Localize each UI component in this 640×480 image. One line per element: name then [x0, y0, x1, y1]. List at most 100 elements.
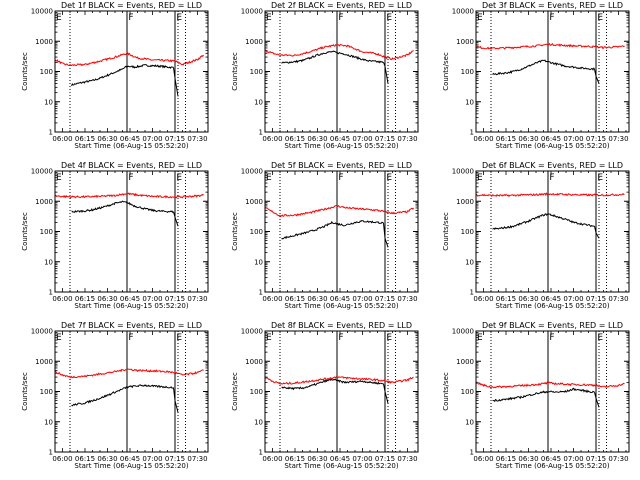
y-tick-label: 100	[40, 68, 53, 76]
x-axis-label: Start Time (06-Aug-15 05:52:20)	[74, 462, 188, 470]
y-axis-label: Counts/sec	[442, 372, 450, 411]
x-tick-label: 07:15	[165, 455, 185, 463]
events-series-dropoff	[173, 211, 179, 227]
plot-frame	[475, 10, 630, 133]
panel-det-7: Det 7f BLACK = Events, RED = LLD Counts/s…	[21, 321, 209, 470]
x-axis-label: Start Time (06-Aug-15 05:52:20)	[284, 142, 398, 150]
flag-letter: E	[176, 173, 182, 183]
events-series-line	[71, 64, 174, 87]
x-tick-label: 06:15	[75, 295, 95, 303]
y-tick-label: 100	[40, 388, 53, 396]
x-axis-label: Start Time (06-Aug-15 05:52:20)	[74, 142, 188, 150]
y-tick-label: 10	[44, 258, 53, 266]
flag-letter: E	[386, 333, 392, 343]
x-tick-label: 06:45	[330, 135, 350, 143]
flag-letter: E	[477, 333, 483, 343]
x-tick-label: 07:15	[586, 295, 606, 303]
panel-title: Det 8f BLACK = Events, RED = LLD	[271, 321, 412, 330]
x-tick-label: 07:30	[608, 295, 628, 303]
x-tick-label: 07:30	[187, 455, 207, 463]
events-series-line	[281, 219, 384, 240]
events-series-dropoff	[383, 223, 389, 248]
events-series-line	[492, 59, 595, 76]
events-series-dropoff	[594, 392, 600, 408]
y-tick-label: 1000	[245, 38, 263, 46]
lld-series-line	[54, 192, 204, 199]
y-tick-label: 10	[254, 418, 263, 426]
flag-letter: E	[477, 173, 483, 183]
x-tick-label: 06:30	[518, 135, 538, 143]
panel-det-1: Det 1f BLACK = Events, RED = LLD Counts/s…	[21, 1, 209, 150]
x-tick-label: 07:15	[586, 135, 606, 143]
y-tick-label: 1000	[456, 198, 474, 206]
y-tick-label: 1	[259, 449, 263, 457]
panel-title: Det 7f BLACK = Events, RED = LLD	[61, 321, 202, 330]
y-tick-label: 10000	[31, 328, 53, 336]
x-tick-label: 07:30	[608, 135, 628, 143]
events-series-line	[492, 213, 595, 231]
y-axis-label: Counts/sec	[21, 372, 29, 411]
x-tick-label: 07:15	[165, 135, 185, 143]
x-tick-label: 07:00	[142, 295, 162, 303]
x-axis-label: Start Time (06-Aug-15 05:52:20)	[284, 302, 398, 310]
x-tick-label: 07:00	[563, 295, 583, 303]
x-axis-label: Start Time (06-Aug-15 05:52:20)	[495, 462, 609, 470]
y-tick-label: 1	[49, 289, 53, 297]
x-tick-label: 06:00	[262, 135, 282, 143]
x-tick-label: 06:00	[52, 295, 72, 303]
panel-title: Det 9f BLACK = Events, RED = LLD	[482, 321, 623, 330]
panel-det-2: Det 2f BLACK = Events, RED = LLD Counts/s…	[231, 1, 419, 150]
flag-letter: F	[338, 333, 343, 343]
x-tick-label: 07:30	[608, 455, 628, 463]
x-tick-label: 07:30	[187, 135, 207, 143]
y-tick-label: 10000	[31, 8, 53, 16]
events-series-line	[71, 200, 174, 214]
panel-title: Det 2f BLACK = Events, RED = LLD	[271, 1, 412, 10]
y-axis-label: Counts/sec	[442, 52, 450, 91]
y-tick-label: 1000	[245, 198, 263, 206]
x-axis-label: Start Time (06-Aug-15 05:52:20)	[74, 302, 188, 310]
x-tick-label: 07:30	[187, 295, 207, 303]
panel-det-5: Det 5f BLACK = Events, RED = LLD Counts/s…	[231, 161, 419, 310]
flag-letter: F	[128, 333, 133, 343]
panel-title: Det 4f BLACK = Events, RED = LLD	[61, 161, 202, 170]
y-tick-label: 1	[49, 129, 53, 137]
flag-letter: F	[338, 13, 343, 23]
events-series-line	[281, 378, 384, 391]
panel-det-6: Det 6f BLACK = Events, RED = LLD Counts/s…	[442, 161, 630, 310]
flag-letter: E	[176, 333, 182, 343]
x-tick-label: 07:00	[352, 135, 372, 143]
x-tick-label: 07:30	[397, 295, 417, 303]
x-tick-label: 07:15	[586, 455, 606, 463]
events-series-dropoff	[594, 68, 600, 84]
x-tick-label: 06:30	[97, 295, 117, 303]
flag-letter: F	[128, 173, 133, 183]
plot-frame	[264, 330, 419, 453]
y-tick-label: 1	[49, 449, 53, 457]
y-tick-label: 1	[259, 129, 263, 137]
x-tick-label: 07:00	[563, 135, 583, 143]
x-tick-label: 06:30	[307, 455, 327, 463]
lld-series-line	[475, 192, 625, 198]
flag-letter: E	[477, 13, 483, 23]
events-series-line	[71, 384, 174, 407]
y-tick-label: 100	[461, 388, 474, 396]
y-tick-label: 1	[470, 129, 474, 137]
events-series-dropoff	[383, 383, 389, 404]
y-tick-label: 100	[40, 228, 53, 236]
x-tick-label: 07:15	[375, 295, 395, 303]
flag-letter: E	[386, 173, 392, 183]
x-tick-label: 07:15	[165, 295, 185, 303]
x-axis-label: Start Time (06-Aug-15 05:52:20)	[284, 462, 398, 470]
flag-letter: E	[597, 173, 603, 183]
panel-title: Det 3f BLACK = Events, RED = LLD	[482, 1, 623, 10]
y-tick-label: 1000	[35, 198, 53, 206]
x-tick-label: 06:30	[307, 295, 327, 303]
x-tick-label: 06:45	[330, 455, 350, 463]
x-tick-label: 07:30	[397, 455, 417, 463]
panel-title: Det 1f BLACK = Events, RED = LLD	[61, 1, 202, 10]
x-tick-label: 07:15	[375, 455, 395, 463]
x-tick-label: 06:45	[541, 135, 561, 143]
x-tick-label: 06:30	[518, 295, 538, 303]
